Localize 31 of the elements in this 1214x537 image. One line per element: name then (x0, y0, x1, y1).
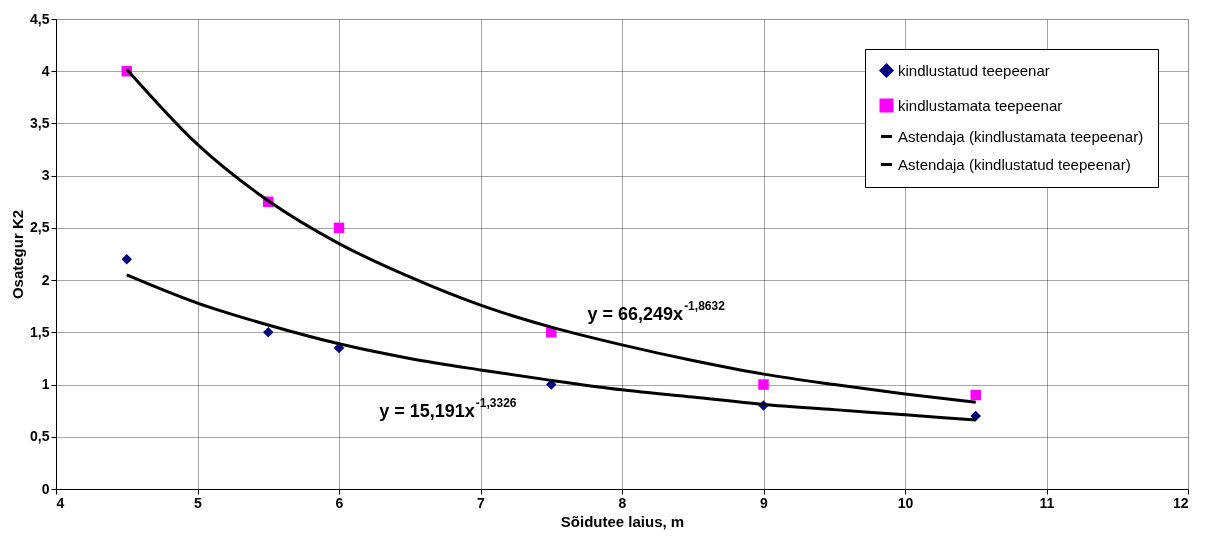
legend-label: Astendaja (kindlustatud teepeenar) (898, 155, 1131, 173)
y-tick-label: 4 (41, 62, 50, 79)
point (970, 389, 981, 401)
x-axis-title: Sõidutee laius, m (560, 512, 685, 530)
point (758, 379, 769, 390)
y-tick-label: 1 (41, 376, 50, 393)
point (333, 222, 345, 234)
x-tick-label: 12 (1172, 494, 1189, 511)
y-tick-label: 4,5 (30, 10, 50, 27)
point (121, 253, 132, 265)
legend-label: kindlustatud teepeenar (898, 61, 1050, 79)
y-tick-label: 2,5 (30, 219, 50, 236)
legend-label: Astendaja (kindlustamata teepeenar) (898, 127, 1144, 145)
y-tick-label: 0,5 (30, 428, 50, 445)
y-tick-label: 0 (41, 480, 50, 497)
x-tick-label: 7 (477, 494, 486, 511)
x-tick-label: 6 (335, 494, 344, 511)
x-tick-label: 4 (56, 494, 65, 511)
x-tick-label: 9 (760, 494, 769, 511)
point (970, 410, 981, 422)
x-tick-label: 11 (1039, 494, 1055, 511)
y-tick-label: 1,5 (30, 323, 50, 340)
y-axis-title: Osategur K2 (9, 209, 27, 300)
point (263, 327, 274, 338)
legend-label: kindlustamata teepeenar (898, 96, 1063, 114)
x-tick-label: 10 (897, 494, 914, 511)
y-tick-label: 3,5 (30, 114, 50, 131)
y-tick-label: 3 (41, 167, 50, 184)
x-tick-label: 5 (194, 494, 203, 511)
y-tick-label: 2 (41, 271, 50, 288)
x-tick-label: 8 (618, 494, 627, 511)
